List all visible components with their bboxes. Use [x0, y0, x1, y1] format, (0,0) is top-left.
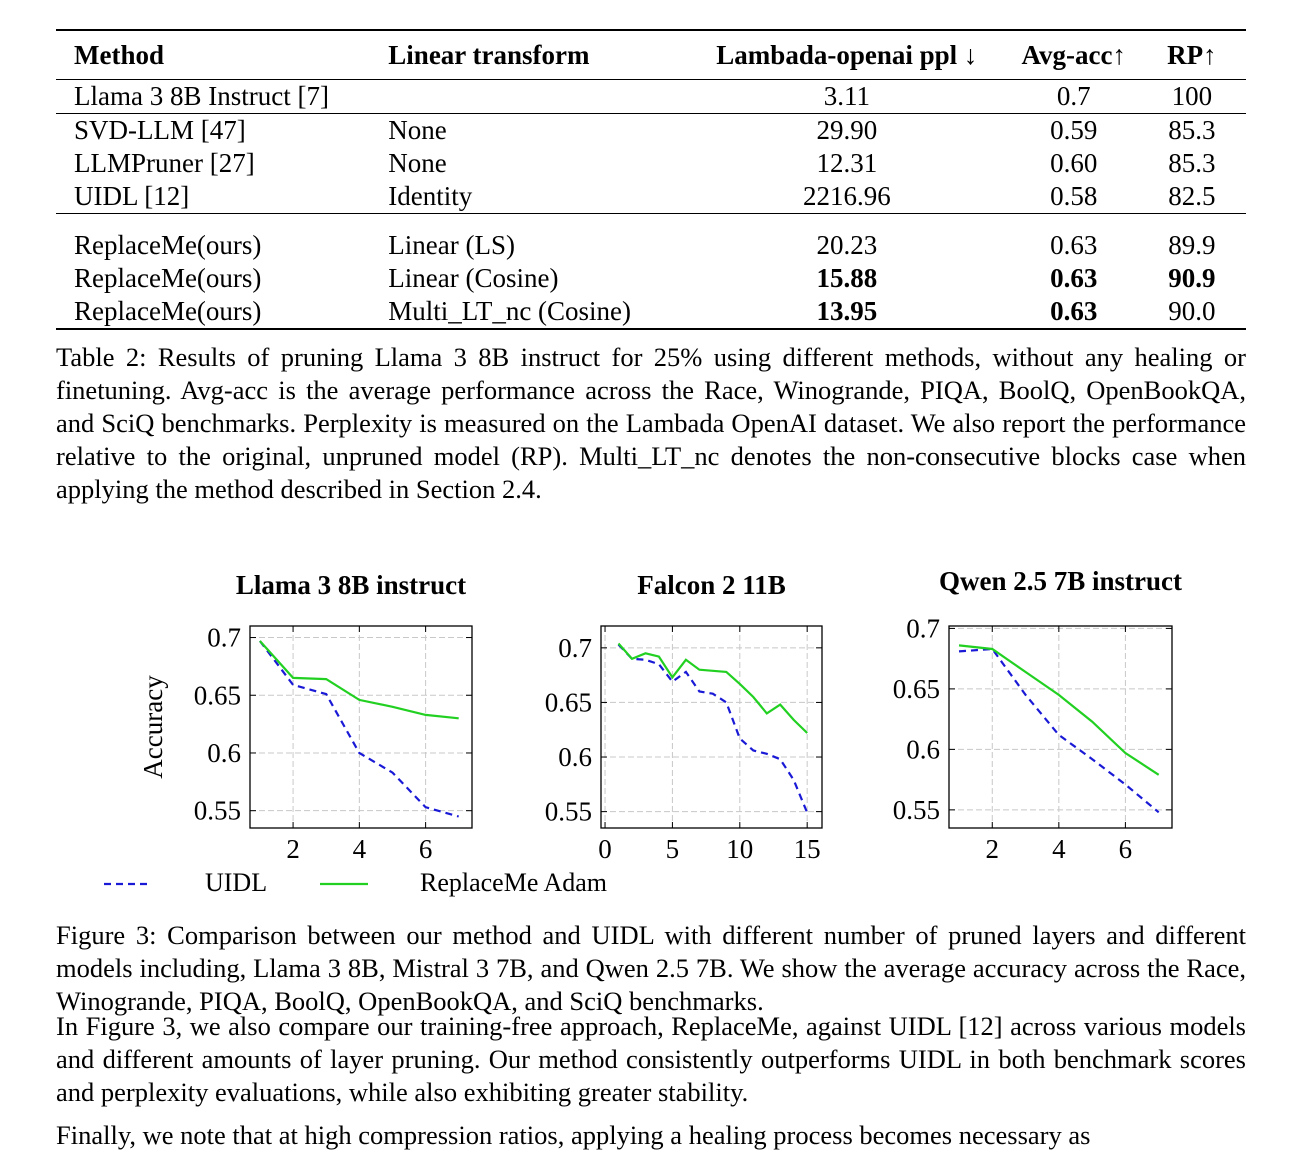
cell-ppl: 29.90 [816, 115, 878, 145]
chart-title: Llama 3 8B instruct [236, 570, 466, 600]
header-ppl: Lambada-openai ppl ↓ [716, 39, 978, 70]
cell-method: LLMPruner [27] [74, 148, 255, 178]
cell-rp: 100 [1171, 81, 1213, 111]
x-tick-label: 4 [353, 834, 367, 864]
legend-label-uidl: UIDL [205, 868, 267, 897]
plot-frame [948, 625, 1173, 829]
cell-method: ReplaceMe(ours) [74, 263, 262, 293]
y-tick-label: 0.7 [906, 613, 940, 643]
cell-acc: 0.63 [1050, 296, 1098, 326]
cell-ppl: 3.11 [823, 81, 870, 111]
cell-ppl: 15.88 [816, 263, 878, 293]
table-body: Llama 3 8B Instruct [7] 3.11 0.7 100 SVD-LLM… [56, 79, 1246, 329]
y-tick-label: 0.55 [194, 796, 241, 826]
cell-rp: 85.3 [1168, 115, 1216, 145]
cell-transform: Multi_LT_nc (Cosine) [388, 296, 632, 326]
x-tick-label: 5 [666, 834, 680, 864]
cell-method: Llama 3 8B Instruct [7] [74, 81, 329, 111]
cell-acc: 0.58 [1050, 181, 1098, 211]
plot-frame [249, 625, 473, 829]
cell-method: ReplaceMe(ours) [74, 296, 262, 326]
y-tick-label: 0.65 [194, 680, 241, 710]
header-avg-acc: Avg-acc↑ [1021, 39, 1126, 70]
x-tick-label: 0 [598, 834, 612, 864]
header-rp: RP↑ [1167, 39, 1217, 70]
body-paragraph: In Figure 3, we also compare our trainin… [56, 1011, 1246, 1107]
table-row: Llama 3 8B Instruct [7] 3.11 0.7 100 [56, 79, 1246, 114]
cell-method: ReplaceMe(ours) [74, 230, 262, 260]
y-tick-label: 0.7 [207, 623, 241, 653]
x-tick-label: 10 [726, 834, 753, 864]
cell-ppl: 2216.96 [802, 181, 891, 211]
table-row: ReplaceMe(ours) Linear (Cosine) 15.88 0.63 9… [56, 262, 1246, 295]
figure-caption: Figure 3: Comparison between our method … [56, 920, 1246, 1016]
x-tick-label: 15 [794, 834, 821, 864]
cell-transform: None [388, 115, 447, 145]
y-tick-label: 0.55 [893, 795, 940, 825]
plot-frame [600, 625, 823, 829]
cell-transform: Identity [388, 181, 473, 211]
table-row: ReplaceMe(ours) Multi_LT_nc (Cosine) 13.95… [56, 295, 1246, 329]
series-line [617, 642, 808, 734]
cell-ppl: 20.23 [816, 230, 878, 260]
cell-transform: Linear (Cosine) [388, 263, 559, 293]
cell-rp: 90.9 [1168, 263, 1216, 293]
cell-ppl: 12.31 [816, 148, 878, 178]
table-row: SVD-LLM [47] None 29.90 0.59 85.3 [56, 113, 1246, 148]
cell-acc: 0.63 [1050, 230, 1098, 260]
cell-acc: 0.59 [1050, 115, 1098, 145]
series-line [259, 640, 459, 818]
cell-method: UIDL [12] [74, 181, 190, 211]
chart-title: Falcon 2 11B [637, 570, 786, 600]
y-tick-label: 0.6 [906, 734, 940, 764]
cell-transform: Linear (LS) [388, 230, 515, 260]
y-tick-label: 0.6 [558, 742, 592, 772]
header-linear-transform: Linear transform [388, 39, 590, 70]
x-tick-label: 4 [1052, 834, 1066, 864]
cell-method: SVD-LLM [47] [74, 115, 246, 145]
x-tick-label: 6 [419, 834, 433, 864]
y-tick-label: 0.55 [545, 797, 592, 827]
cell-transform: None [388, 148, 447, 178]
table-row: UIDL [12] Identity 2216.96 0.58 82.5 [56, 180, 1246, 214]
y-tick-label: 0.7 [558, 633, 592, 663]
table-caption: Table 2: Results of pruning Llama 3 8B i… [56, 342, 1246, 504]
header-method: Method [74, 39, 164, 70]
cell-acc: 0.60 [1050, 148, 1098, 178]
legend-label-replaceme: ReplaceMe Adam [420, 868, 607, 897]
x-tick-label: 2 [286, 834, 300, 864]
y-tick-label: 0.6 [207, 738, 241, 768]
cell-ppl: 13.95 [816, 296, 878, 326]
cell-acc: 0.63 [1050, 263, 1098, 293]
results-table: Method Linear transform Lambada-openai p… [56, 29, 1246, 330]
cell-rp: 89.9 [1168, 230, 1216, 260]
table-row: ReplaceMe(ours) Linear (LS) 20.23 0.63 89.9 [56, 213, 1246, 263]
cell-acc: 0.7 [1056, 81, 1091, 111]
chart-title: Qwen 2.5 7B instruct [939, 566, 1182, 596]
x-tick-label: 2 [986, 834, 1000, 864]
x-tick-label: 6 [1119, 834, 1133, 864]
cell-rp: 85.3 [1168, 148, 1216, 178]
y-axis-label: Accuracy [138, 675, 168, 779]
table-row: LLMPruner [27] None 12.31 0.60 85.3 [56, 147, 1246, 180]
series-line [259, 640, 459, 720]
series-line [958, 644, 1160, 776]
cell-rp: 82.5 [1168, 181, 1216, 211]
y-tick-label: 0.65 [893, 674, 940, 704]
cell-rp: 90.0 [1168, 296, 1216, 326]
table-header-row: Method Linear transform Lambada-openai p… [56, 30, 1246, 80]
y-tick-label: 0.65 [545, 687, 592, 717]
series-line [617, 643, 809, 814]
